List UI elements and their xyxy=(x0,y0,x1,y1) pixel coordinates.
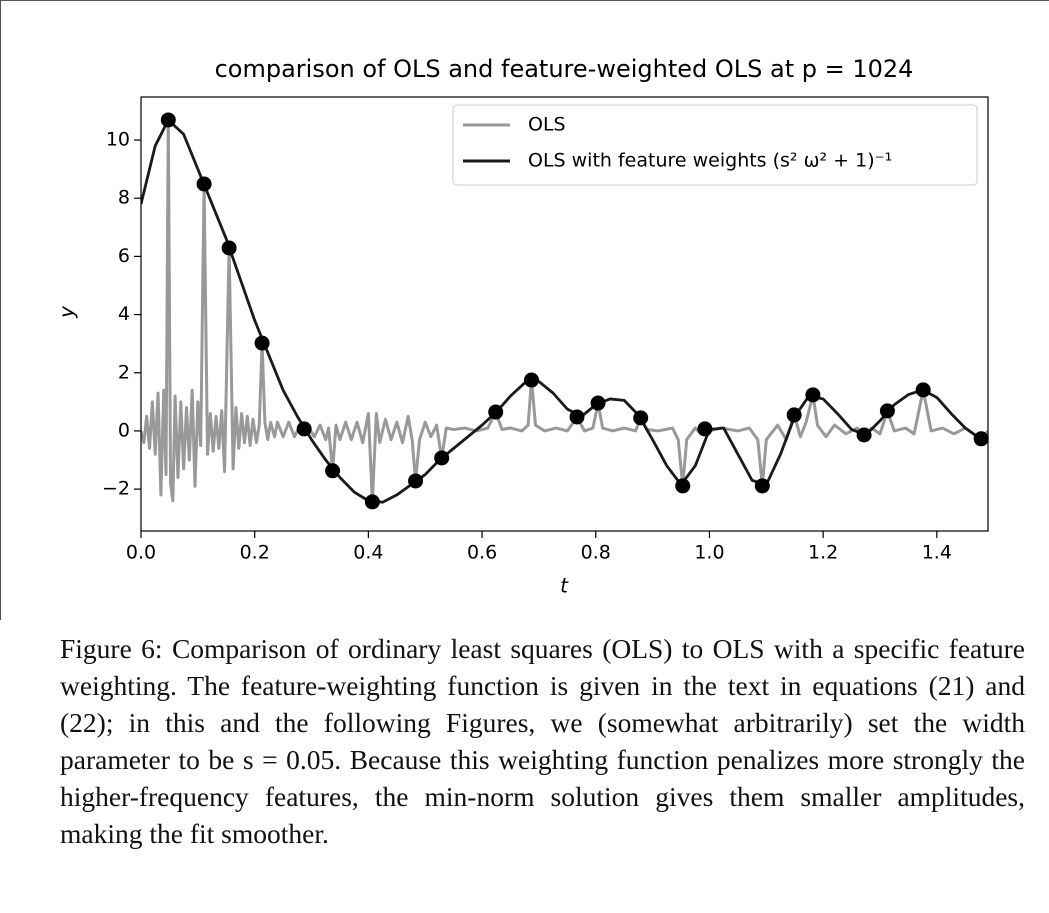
y-tick-label: 2 xyxy=(118,361,130,383)
caption: Figure 6: Comparison of ordinary least s… xyxy=(60,633,1025,849)
data-point xyxy=(524,372,540,388)
legend-label: OLS xyxy=(528,114,566,136)
y-tick-label: 8 xyxy=(118,187,130,209)
data-point xyxy=(408,473,424,489)
x-tick-label: 0.8 xyxy=(581,542,611,564)
data-point xyxy=(325,463,341,479)
legend-box xyxy=(452,104,978,186)
data-point xyxy=(973,431,989,447)
x-tick-label: 0.6 xyxy=(467,542,497,564)
y-tick-label: 0 xyxy=(118,419,130,441)
x-tick-label: 1.2 xyxy=(808,542,838,564)
data-point xyxy=(915,382,931,398)
legend-label: OLS with feature weights (s² ω² + 1)⁻¹ xyxy=(528,150,892,172)
data-point xyxy=(590,395,606,411)
y-tick-label: 10 xyxy=(106,129,130,151)
chart-title: comparison of OLS and feature-weighted O… xyxy=(215,55,914,83)
data-point xyxy=(221,240,237,256)
y-axis-label: y xyxy=(55,305,79,319)
x-tick-label: 1.0 xyxy=(694,542,724,564)
line-series xyxy=(141,118,988,504)
chart: comparison of OLS and feature-weighted O… xyxy=(0,0,1049,620)
y-tick-label: 6 xyxy=(118,245,130,267)
x-tick-label: 0.4 xyxy=(353,542,383,564)
x-tick-label: 0.2 xyxy=(240,542,270,564)
data-point xyxy=(488,404,504,420)
x-axis-label: t xyxy=(560,574,569,598)
y-tick-label: 4 xyxy=(118,303,130,325)
data-point xyxy=(296,421,312,437)
x-tick-label: 1.4 xyxy=(922,542,952,564)
data-point xyxy=(160,112,176,128)
data-point xyxy=(254,335,270,351)
plot-frame xyxy=(140,96,989,532)
frame xyxy=(0,0,1049,620)
data-point xyxy=(805,387,821,403)
data-point xyxy=(786,407,802,423)
data-point xyxy=(675,478,691,494)
y-tick-label: −2 xyxy=(102,478,130,500)
line-series xyxy=(141,118,988,504)
data-point xyxy=(434,450,450,466)
data-point xyxy=(569,409,585,425)
data-point xyxy=(697,421,713,437)
data-point xyxy=(196,176,212,192)
x-tick-label: 0.0 xyxy=(126,542,156,564)
data-point xyxy=(879,403,895,419)
data-point xyxy=(633,410,649,426)
data-point xyxy=(754,478,770,494)
data-point xyxy=(856,427,872,443)
data-point xyxy=(364,494,380,510)
